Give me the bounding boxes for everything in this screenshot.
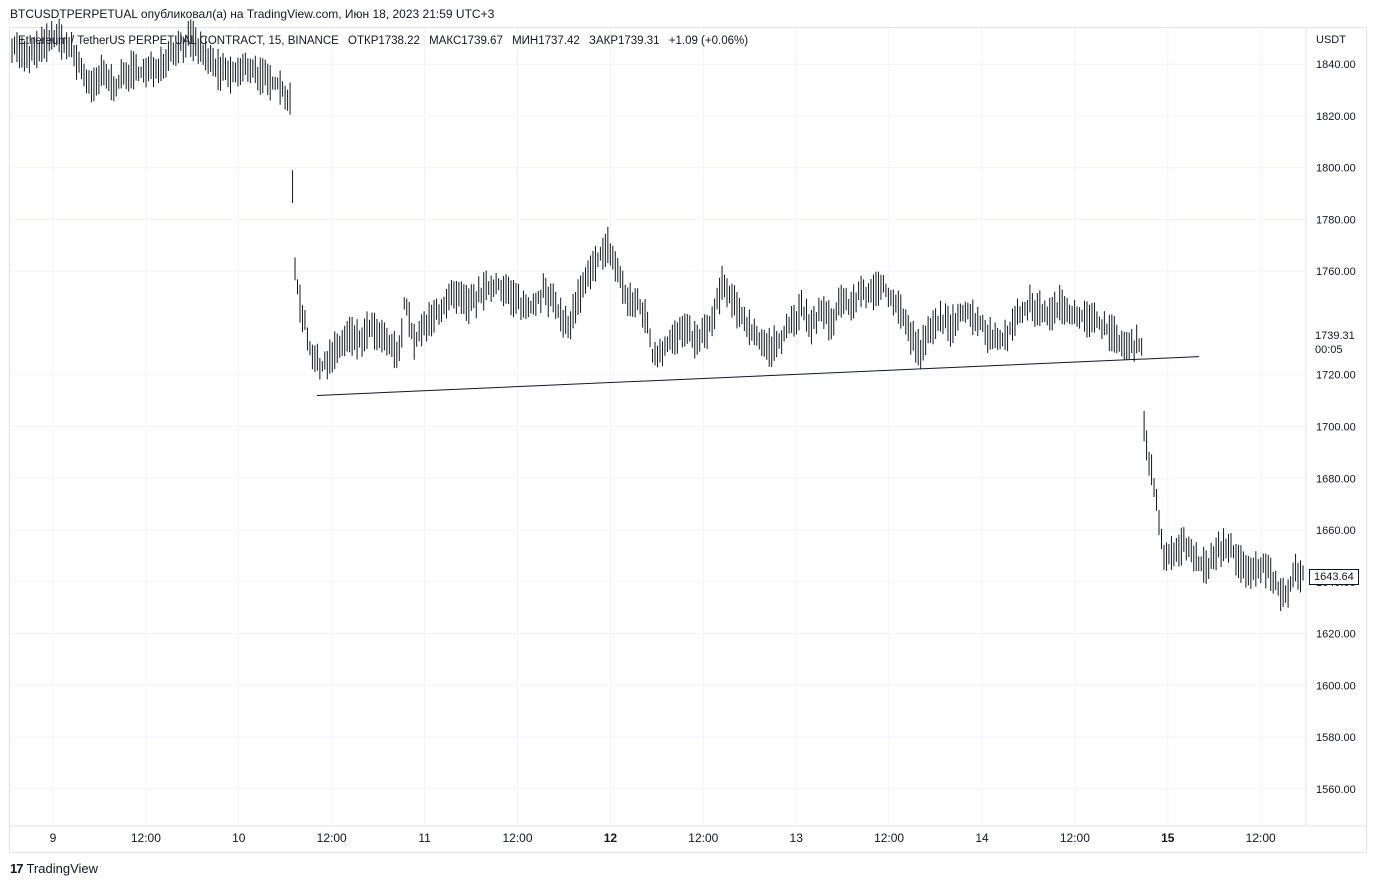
tradingview-logo-icon: 17 [10,861,24,876]
y-tick-label: 1580.00 [1316,732,1356,744]
x-tick-label: 12:00 [1246,831,1276,845]
x-tick-label: 13 [790,831,804,845]
x-tick-label: 12:00 [1060,831,1090,845]
y-tick-label: 1840.00 [1316,59,1356,71]
tradingview-brand: TradingView [26,861,99,876]
x-tick-label: 12:00 [874,831,904,845]
x-tick-label: 12:00 [131,831,161,845]
y-tick-label: 1720.00 [1316,370,1356,382]
chart-legend: Ethereum / TetherUS PERPETUAL CONTRACT, … [18,35,754,47]
x-tick-label: 11 [418,831,431,845]
support-trendline[interactable] [316,356,1200,396]
last-price-marker: 1739.31 00:05 [1315,329,1355,357]
publish-caption: BTCUSDTPERPETUAL опубликовал(а) на Tradi… [10,7,495,21]
y-tick-label: 1780.00 [1316,214,1356,226]
legend-close: ЗАКР1739.31 [589,35,660,47]
last-price-value: 1739.31 [1315,330,1355,342]
legend-low: МИН1737.42 [512,35,580,47]
y-tick-label: 1600.00 [1316,680,1356,692]
x-tick-label: 10 [232,831,246,845]
x-tick-label: 15 [1161,831,1175,845]
y-tick-label: 1680.00 [1316,473,1356,485]
current-price-label: 1643.64 [1309,569,1359,585]
y-tick-label: 1620.00 [1316,629,1356,641]
axis-currency-label[interactable]: USDT [1316,34,1346,46]
y-tick-label: 1760.00 [1316,266,1356,278]
y-tick-label: 1660.00 [1316,525,1356,537]
bar-countdown: 00:05 [1315,344,1343,356]
legend-open: ОТКР1738.22 [348,35,420,47]
y-tick-label: 1820.00 [1316,111,1356,123]
tradingview-logo[interactable]: 17 TradingView [10,861,98,876]
y-tick-label: 1700.00 [1316,422,1356,434]
y-tick-label: 1560.00 [1316,784,1356,796]
x-tick-label: 12:00 [688,831,718,845]
legend-high: МАКС1739.67 [429,35,503,47]
legend-change: +1.09 (+0.06%) [668,35,749,47]
y-tick-label: 1800.00 [1316,163,1356,175]
chart-frame [9,27,1367,853]
x-tick-label: 12:00 [317,831,347,845]
x-tick-label: 9 [50,831,57,845]
x-tick-label: 12 [604,831,618,845]
legend-symbol[interactable]: Ethereum / TetherUS PERPETUAL CONTRACT, … [18,35,339,47]
x-tick-label: 14 [975,831,989,845]
x-tick-label: 12:00 [502,831,532,845]
